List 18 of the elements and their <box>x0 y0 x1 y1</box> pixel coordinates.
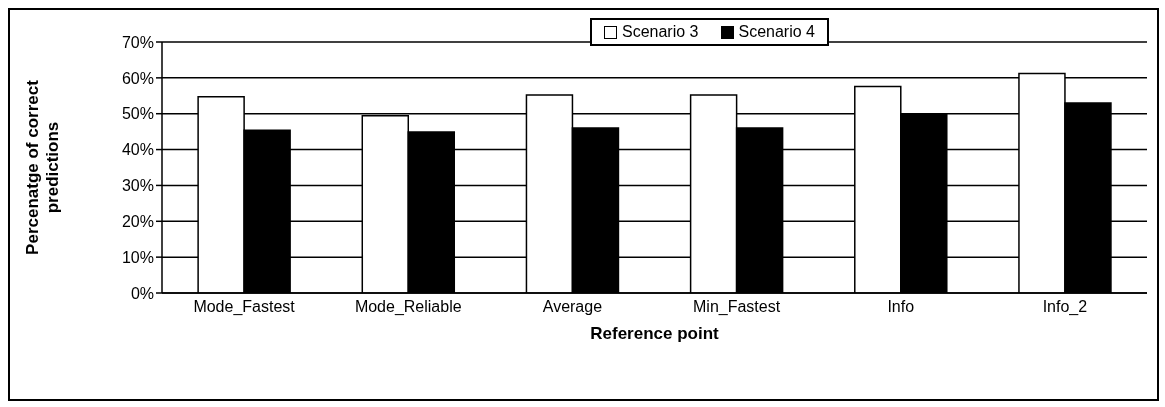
legend-label: Scenario 4 <box>737 23 815 41</box>
y-tick-label: 20% <box>121 212 154 230</box>
x-tick-label: Mode_Fastest <box>193 298 296 317</box>
y-tick-label: 60% <box>121 69 154 87</box>
y-tick-label: 70% <box>121 33 154 51</box>
y-axis-title: Percenatge of correct predictions <box>23 79 62 255</box>
x-tick-label: Average <box>542 298 603 316</box>
y-tick-label: 30% <box>121 177 154 195</box>
x-tick-label: Mode_Reliable <box>354 298 462 317</box>
x-tick-label: Info <box>887 298 915 316</box>
x-axis-title: Reference point <box>590 324 720 343</box>
legend-label: Scenario 3 <box>621 23 699 41</box>
x-tick-label: Info_2 <box>1042 298 1088 317</box>
y-tick-label: 10% <box>121 248 154 266</box>
y-tick-label: 40% <box>121 141 154 159</box>
x-tick-label: Min_Fastest <box>693 298 781 317</box>
y-tick-label: 0% <box>130 284 154 302</box>
y-tick-label: 50% <box>121 105 154 123</box>
